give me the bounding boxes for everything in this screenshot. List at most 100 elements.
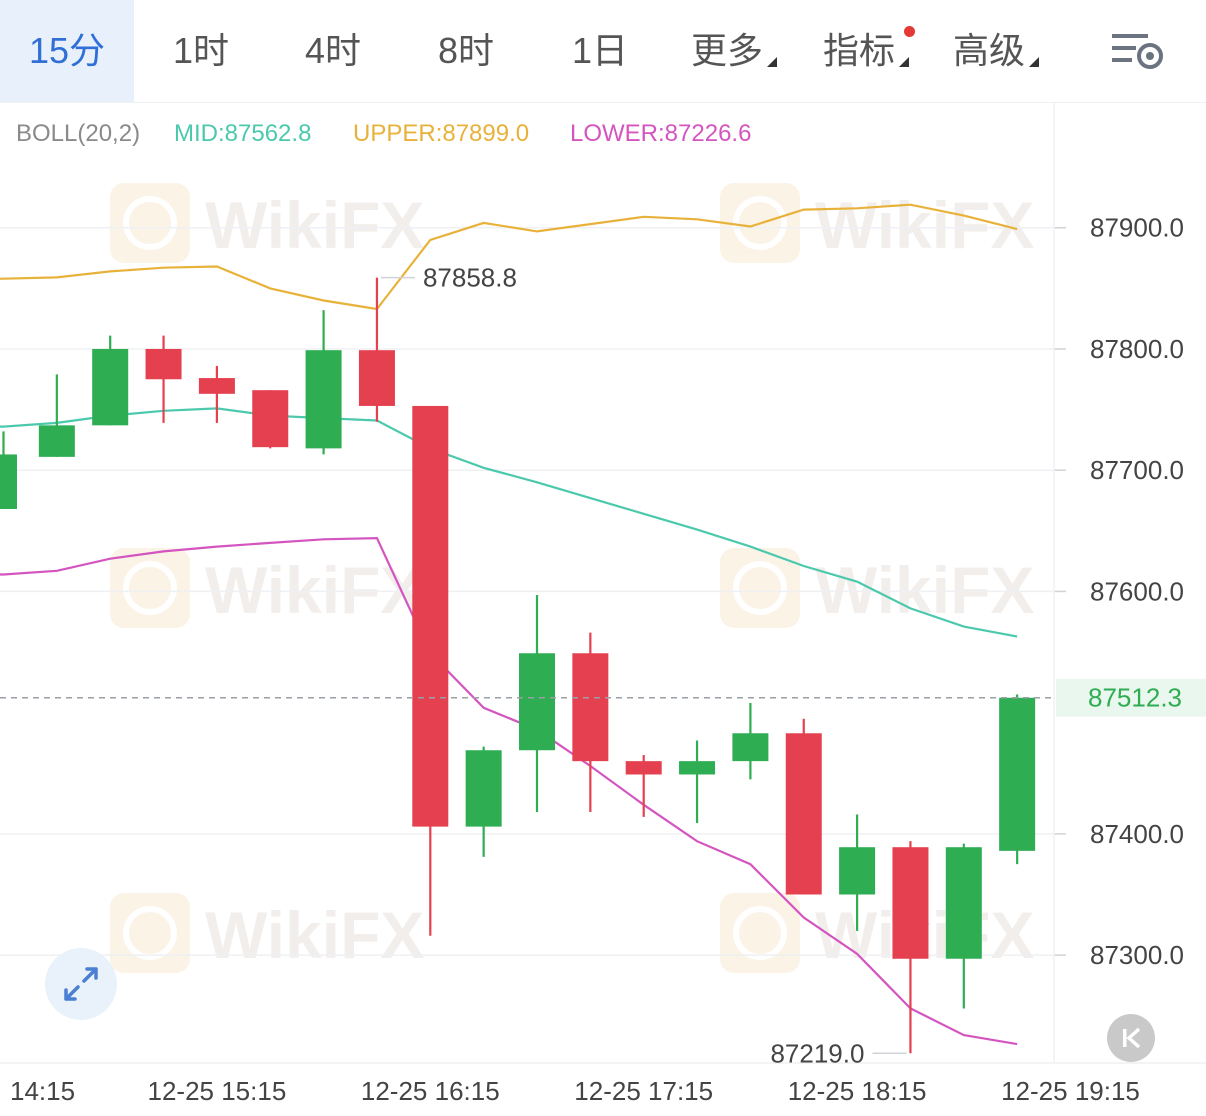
- candle-up[interactable]: [945, 843, 982, 1009]
- tab-label: 1时: [172, 30, 230, 71]
- candle-up[interactable]: [999, 694, 1036, 865]
- tab-3[interactable]: 8时: [398, 0, 534, 102]
- chart-canvas: WikiFX WikiFX WikiFX WikiFX WikiFX WikiFX 878…: [0, 103, 1206, 1106]
- candle-up[interactable]: [305, 310, 342, 455]
- candle-body: [198, 378, 235, 394]
- timeframe-tabbar: 15分 1时 4时 8时 1日 更多 指标 高级: [0, 0, 1206, 103]
- candle-body: [945, 847, 982, 959]
- tab-5[interactable]: 更多: [666, 0, 802, 102]
- candle-body: [305, 350, 342, 449]
- expand-arrows-icon: [64, 967, 98, 1001]
- candle-body: [679, 761, 716, 775]
- x-axis-labels: 14:15 12-25 15:15 12-25 16:15 12-25 17:15 12…: [10, 1076, 1140, 1106]
- candle-body: [519, 653, 555, 751]
- current-price-label: 87512.3: [1088, 683, 1182, 713]
- watermark-text: WikiFX: [815, 553, 1034, 627]
- tab-label: 15分: [28, 30, 106, 71]
- current-price-tag: [1056, 678, 1206, 717]
- candle-down[interactable]: [145, 335, 182, 423]
- candle-up[interactable]: [732, 702, 769, 780]
- candle-down[interactable]: [198, 365, 235, 423]
- tab-label: 高级: [952, 30, 1025, 71]
- candle-up[interactable]: [465, 746, 502, 857]
- candle-body: [572, 653, 609, 762]
- watermark-text: WikiFX: [205, 898, 424, 972]
- tab-2[interactable]: 4时: [268, 0, 398, 102]
- tab-6[interactable]: 指标: [802, 0, 930, 102]
- fullscreen-expand-button[interactable]: [45, 948, 117, 1020]
- y-tick-label: 87900.0: [1090, 213, 1184, 243]
- x-tick-label: 12-25 18:15: [788, 1076, 927, 1106]
- dropdown-caret-icon: [1029, 57, 1039, 67]
- y-tick-label: 87400.0: [1090, 819, 1184, 849]
- tab-7[interactable]: 高级: [930, 0, 1062, 102]
- candlestick-chart[interactable]: WikiFX WikiFX WikiFX WikiFX WikiFX WikiFX 878…: [0, 103, 1206, 1111]
- candles-layer: [0, 277, 1036, 1054]
- x-tick-label: 12-25 19:15: [1001, 1076, 1140, 1106]
- watermark: WikiFX: [720, 893, 1034, 973]
- tab-label: 更多: [690, 30, 763, 71]
- candle-down[interactable]: [625, 755, 662, 817]
- boll-upper-line: [0, 203, 1018, 311]
- notification-dot-icon: [904, 26, 915, 37]
- tab-4[interactable]: 1日: [534, 0, 666, 102]
- candle-body: [412, 405, 449, 827]
- candle-body: [999, 697, 1036, 851]
- chart-settings-icon[interactable]: [1110, 30, 1166, 74]
- candle-down[interactable]: [252, 390, 289, 449]
- candle-body: [625, 761, 662, 775]
- jump-to-latest-icon: [1123, 1027, 1141, 1049]
- y-axis-labels: 87900.0 87800.0 87700.0 87600.0 87400.0 87300…: [1090, 213, 1184, 970]
- tab-label: 指标: [822, 30, 895, 71]
- overlay-layer: 87858.8 87219.0 87512.3: [0, 263, 1206, 1068]
- y-tick-label: 87600.0: [1090, 576, 1184, 606]
- candle-body: [839, 847, 876, 895]
- tab-label: 1日: [571, 30, 629, 71]
- boll-upper-label: UPPER:87899.0: [353, 120, 529, 147]
- candle-body: [732, 733, 769, 762]
- x-tick-label: 12-25 17:15: [574, 1076, 713, 1106]
- watermark: WikiFX: [110, 548, 424, 628]
- jump-to-latest-button[interactable]: [1107, 1014, 1155, 1062]
- watermark-text: WikiFX: [205, 553, 424, 627]
- candle-body: [892, 847, 929, 959]
- candle-body: [785, 733, 822, 895]
- tab-label: 4时: [304, 30, 362, 71]
- candle-body: [358, 350, 395, 406]
- candle-up[interactable]: [519, 595, 555, 813]
- candle-up[interactable]: [92, 335, 129, 426]
- dropdown-caret-icon: [767, 57, 777, 67]
- watermark: WikiFX: [720, 183, 1034, 263]
- watermark: WikiFX: [720, 548, 1034, 628]
- watermark: WikiFX: [110, 893, 424, 973]
- boll-mid-label: MID:87562.8: [174, 120, 311, 147]
- watermark-text: WikiFX: [205, 188, 424, 262]
- watermark: WikiFX: [110, 183, 424, 263]
- tab-0[interactable]: 15分: [0, 0, 134, 102]
- candle-body: [0, 454, 17, 509]
- candle-down[interactable]: [785, 718, 822, 895]
- boll-lower-label: LOWER:87226.6: [570, 120, 751, 147]
- candle-down[interactable]: [572, 632, 609, 813]
- high-marker-label: 87858.8: [423, 263, 517, 293]
- low-marker-label: 87219.0: [770, 1038, 864, 1068]
- candle-up[interactable]: [0, 431, 17, 509]
- tab-1[interactable]: 1时: [134, 0, 268, 102]
- candle-down[interactable]: [892, 841, 929, 1054]
- x-tick-label: 12-25 15:15: [148, 1076, 287, 1106]
- y-tick-label: 87800.0: [1090, 334, 1184, 364]
- watermark-layer: WikiFX WikiFX WikiFX WikiFX WikiFX WikiFX: [110, 183, 1034, 973]
- candle-up[interactable]: [38, 374, 75, 457]
- candle-down[interactable]: [358, 277, 395, 422]
- boll-indicator-name: BOLL(20,2): [16, 120, 140, 147]
- candle-body: [252, 390, 289, 448]
- x-tick-label: 14:15: [10, 1076, 75, 1106]
- y-tick-label: 87300.0: [1090, 940, 1184, 970]
- dropdown-caret-icon: [899, 57, 909, 67]
- candle-body: [92, 348, 129, 426]
- candle-up[interactable]: [839, 814, 876, 931]
- boll-lower-line: [0, 536, 1018, 1046]
- candle-down[interactable]: [412, 405, 449, 936]
- candle-up[interactable]: [679, 740, 716, 823]
- candle-body: [38, 425, 75, 457]
